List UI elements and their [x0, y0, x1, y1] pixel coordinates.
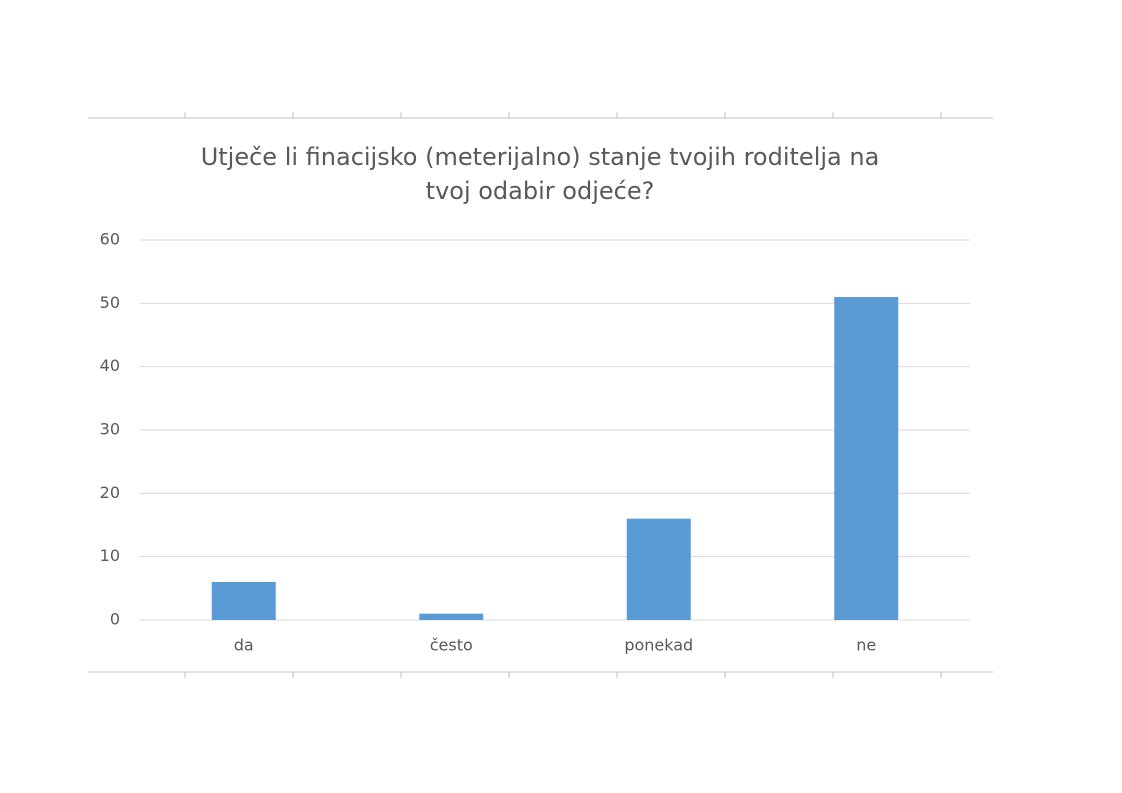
x-tick-label: da — [234, 636, 254, 655]
y-tick-label: 60 — [100, 230, 120, 249]
bar — [419, 613, 484, 620]
bar — [626, 518, 691, 620]
frame — [88, 112, 993, 678]
y-tick-label: 20 — [100, 483, 120, 502]
y-tick-label: 50 — [100, 293, 120, 312]
bar — [211, 582, 276, 620]
chart-title: Utječe li finacijsko (meterijalno) stanj… — [200, 143, 880, 205]
x-tick-label: često — [430, 636, 473, 655]
y-tick-label: 40 — [100, 356, 120, 375]
bar — [834, 297, 899, 620]
frame-ticks — [184, 112, 942, 678]
x-tick-label: ne — [856, 636, 876, 655]
y-tick-label: 10 — [100, 546, 120, 565]
y-tick-label: 0 — [110, 610, 120, 629]
x-tick-label: ponekad — [624, 636, 693, 655]
y-tick-label: 30 — [100, 420, 120, 439]
